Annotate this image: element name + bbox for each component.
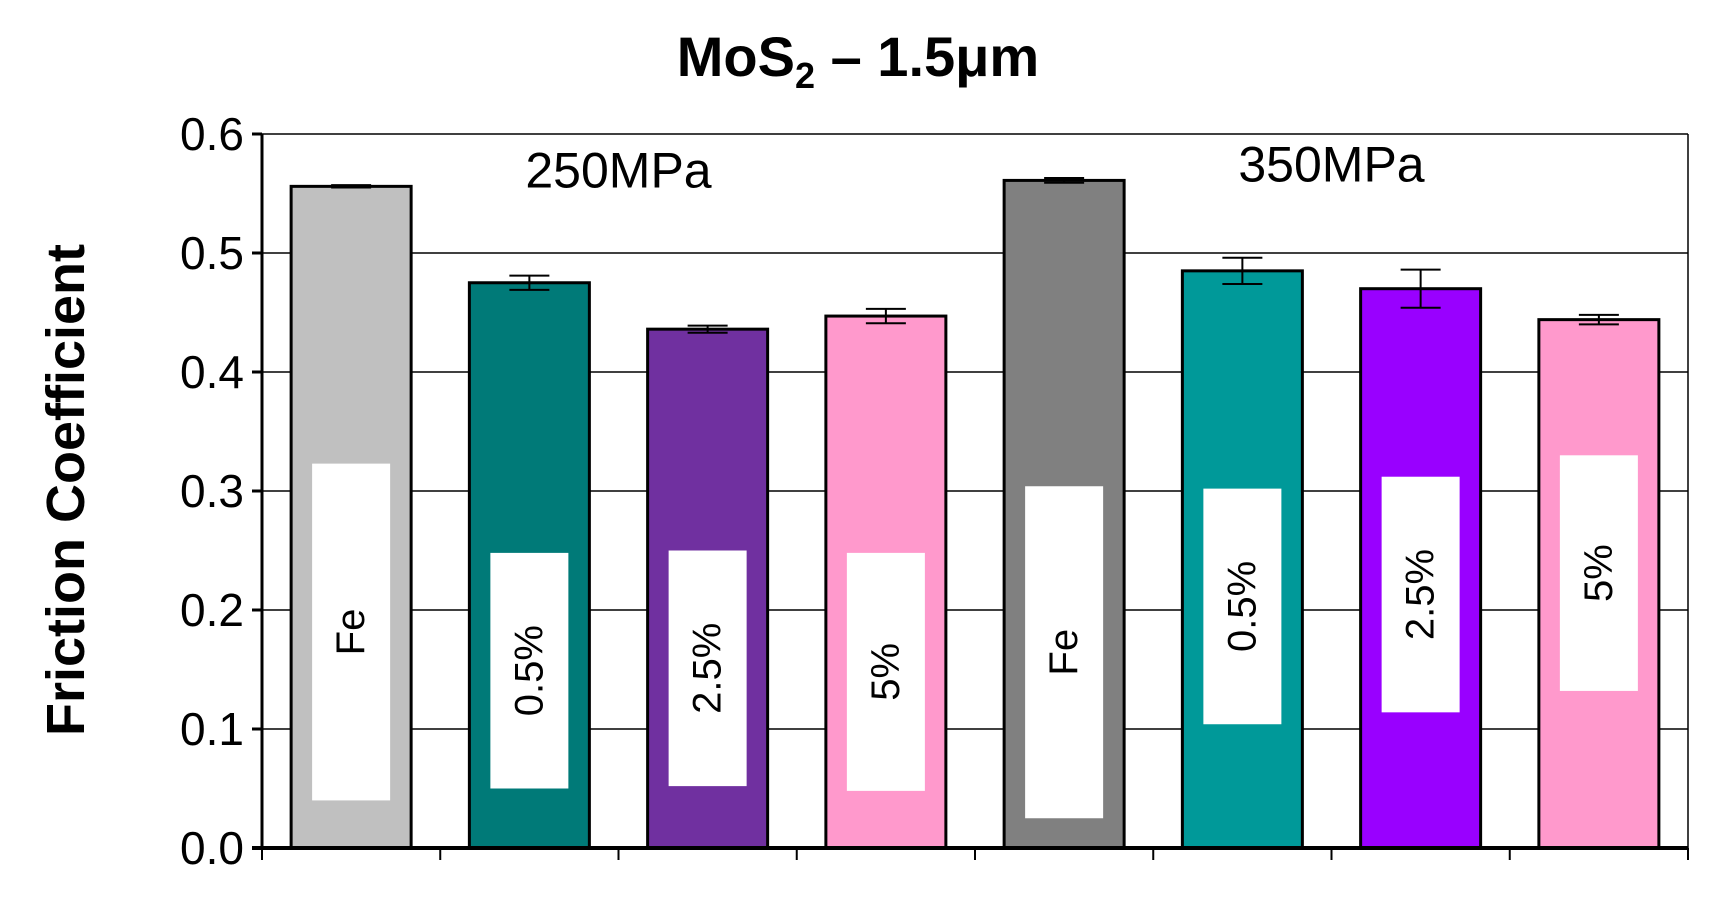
bar-label-box: [1559, 455, 1638, 691]
bar-label: 5%: [864, 643, 908, 701]
bar-label-box: [312, 463, 391, 801]
y-tick-label: 0.1: [180, 703, 244, 755]
y-tick-label: 0.4: [180, 346, 244, 398]
chart-title-subscript: 2: [795, 55, 815, 96]
bars: Fe 0.5% 2.5% 5% Fe 0.5% 2.5% 5%: [289, 177, 1661, 850]
bar-label: 2.5%: [686, 623, 730, 714]
bar-label: 0.5%: [507, 625, 551, 716]
bar-label: 2.5%: [1399, 549, 1443, 640]
group-label: 250MPa: [525, 143, 711, 199]
y-tick-label: 0.3: [180, 465, 244, 517]
y-tick-label: 0.2: [180, 584, 244, 636]
bar-label: Fe: [1042, 629, 1086, 676]
bar-label: 0.5%: [1220, 561, 1264, 652]
chart-title-rest: – 1.5μm: [815, 25, 1039, 88]
bar-label-box: [846, 552, 925, 791]
y-tick-labels: 0.0 0.1 0.2 0.3 0.4 0.5 0.6: [180, 108, 244, 874]
bar-label-box: [490, 552, 569, 789]
bar-label-box: [1203, 488, 1282, 725]
chart-title: MoS2 – 1.5μm: [677, 25, 1039, 96]
chart-title-main: MoS: [677, 25, 795, 88]
y-axis-label: Friction Coefficient: [36, 244, 96, 736]
y-tick-label: 0.5: [180, 227, 244, 279]
bar-label-box: [1381, 476, 1460, 713]
bar-label: 5%: [1577, 544, 1621, 602]
axes: [252, 132, 1689, 860]
group-labels: 250MPa 350MPa: [525, 137, 1424, 199]
bar-label-box: [1025, 486, 1104, 819]
y-tick-label: 0.0: [180, 822, 244, 874]
y-tick-label: 0.6: [180, 108, 244, 160]
bar-label: Fe: [329, 609, 373, 656]
group-label: 350MPa: [1238, 137, 1424, 193]
bar-label-box: [668, 550, 747, 787]
